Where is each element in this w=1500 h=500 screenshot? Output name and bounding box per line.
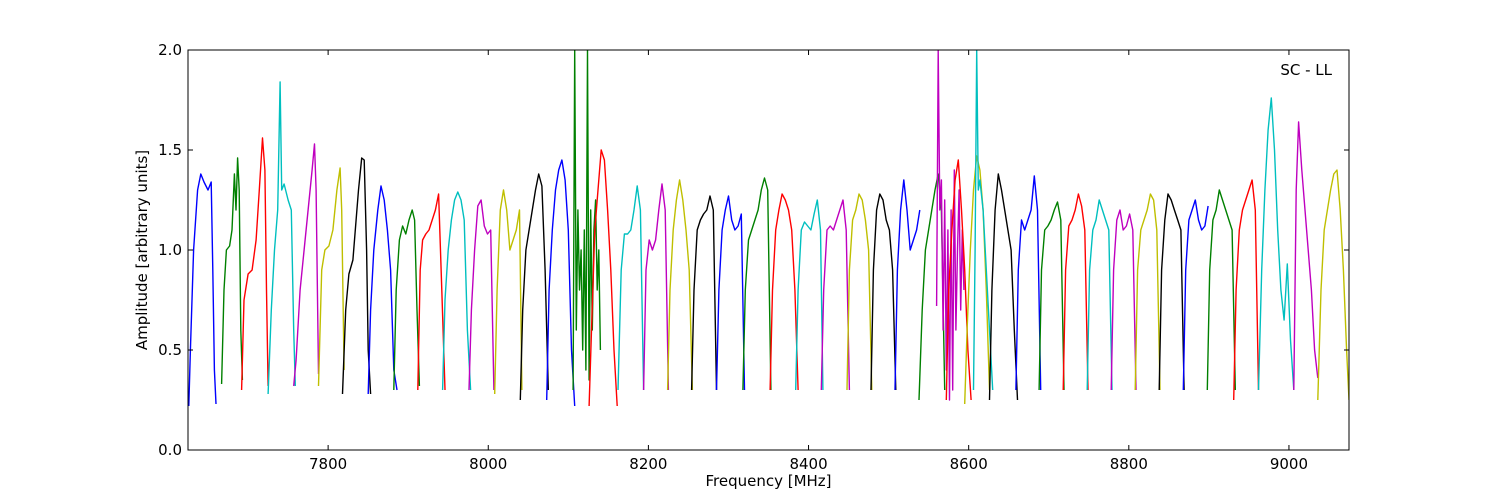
y-tick-label: 0.5 (158, 341, 182, 359)
series-line-8 (367, 185, 398, 395)
series-line-1 (188, 173, 217, 407)
series-line-47 (1293, 121, 1319, 391)
series-line-41 (1134, 193, 1161, 391)
series-line-5 (293, 143, 320, 387)
series-line-36 (1015, 175, 1042, 391)
x-tick-label: 8200 (629, 455, 667, 473)
series-line-40 (1110, 209, 1137, 391)
series-line-19 (642, 183, 670, 391)
series-line-34 (972, 50, 994, 391)
series-line-7 (341, 157, 372, 395)
series-line-24 (769, 193, 799, 391)
x-axis: 7800 8000 8200 8400 8600 8800 9000 (309, 50, 1308, 473)
series-line-2 (220, 157, 244, 385)
series-line-35 (988, 173, 1019, 401)
series-line-48 (1317, 169, 1349, 401)
series-line-3 (240, 137, 269, 391)
series-line-33 (964, 155, 991, 405)
y-axis-label: Amplitude [arbitrary units] (133, 150, 151, 350)
series-line-4 (267, 81, 296, 395)
series-line-11 (441, 191, 472, 391)
series-line-43 (1182, 199, 1209, 391)
series-line-44 (1206, 189, 1236, 391)
y-tick-label: 1.0 (158, 241, 182, 259)
x-tick-label: 9000 (1270, 455, 1308, 473)
series-line-26 (820, 199, 851, 391)
series-line-13 (494, 189, 523, 395)
series-line-9 (393, 209, 421, 391)
series-line-27 (846, 193, 873, 391)
x-axis-label: Frequency [MHz] (705, 472, 831, 490)
series-line-25 (795, 199, 824, 391)
chart-annotation: SC - LL (1280, 61, 1332, 79)
y-tick-label: 2.0 (158, 41, 182, 59)
series-line-28 (870, 193, 897, 391)
series-line-46 (1257, 97, 1295, 391)
series-line-31 (935, 50, 965, 401)
x-tick-label: 8800 (1110, 455, 1148, 473)
series-line-21 (690, 195, 718, 391)
series-line-37 (1038, 201, 1065, 391)
series-line-6 (317, 167, 345, 387)
series-line-18 (617, 185, 645, 391)
series-line-29 (894, 179, 921, 391)
series-line-12 (468, 199, 495, 391)
y-axis: 0.0 0.5 1.0 1.5 2.0 (158, 41, 1349, 459)
series-line-42 (1158, 193, 1185, 391)
x-tick-label: 7800 (309, 455, 347, 473)
series-line-14 (519, 173, 549, 401)
series-line-23 (742, 177, 772, 391)
x-tick-label: 8400 (789, 455, 827, 473)
series-layer (188, 50, 1349, 407)
x-tick-label: 8000 (469, 455, 507, 473)
series-line-17 (588, 149, 618, 407)
x-tick-label: 8600 (950, 455, 988, 473)
series-line-20 (666, 179, 694, 391)
y-tick-label: 0.0 (158, 441, 182, 459)
series-line-39 (1086, 199, 1113, 391)
series-line-15 (546, 159, 576, 407)
y-tick-label: 1.5 (158, 141, 182, 159)
series-line-22 (715, 195, 746, 391)
series-line-38 (1062, 193, 1089, 391)
series-line-45 (1233, 179, 1260, 401)
series-line-10 (417, 193, 446, 391)
